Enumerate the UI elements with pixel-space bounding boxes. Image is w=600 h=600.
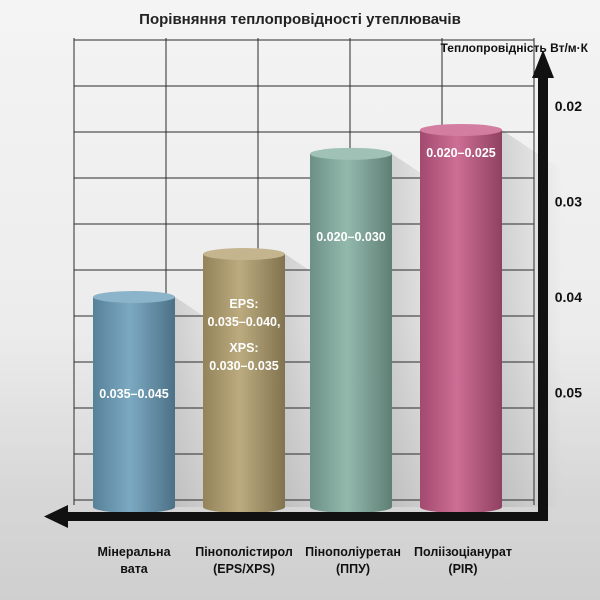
svg-text:(EPS/XPS): (EPS/XPS) <box>213 562 275 576</box>
x-category-label: Пінополістирол (EPS/XPS) <box>195 545 293 576</box>
bar-value-label: EPS: 0.035–0.040, XPS: 0.030–0.035 <box>208 297 281 373</box>
y-tick-label: 0.03 <box>555 194 582 210</box>
svg-text:0.035–0.045: 0.035–0.045 <box>99 387 169 401</box>
svg-text:0.030–0.035: 0.030–0.035 <box>209 359 279 373</box>
x-category-label: Мінеральна вата <box>97 545 171 576</box>
svg-text:(ППУ): (ППУ) <box>336 562 370 576</box>
y-tick-label: 0.02 <box>555 98 582 114</box>
y-tick-label: 0.04 <box>555 289 582 305</box>
svg-text:Мінеральна: Мінеральна <box>97 545 171 559</box>
x-category-label: Пінополіуретан (ППУ) <box>305 545 401 576</box>
chart-title: Порівняння теплопровідності утеплювачів <box>139 11 461 28</box>
svg-text:вата: вата <box>120 562 149 576</box>
svg-text:Пінополістирол: Пінополістирол <box>195 545 293 559</box>
svg-text:EPS:: EPS: <box>229 297 258 311</box>
svg-text:0.020–0.025: 0.020–0.025 <box>426 146 496 160</box>
svg-text:0.035–0.040,: 0.035–0.040, <box>208 315 281 329</box>
y-axis-arrow <box>532 50 554 517</box>
x-category-label: Поліізоціанурат (PIR) <box>414 545 512 576</box>
svg-text:Поліізоціанурат: Поліізоціанурат <box>414 545 512 559</box>
x-axis-arrow <box>44 505 548 528</box>
bar <box>420 123 502 514</box>
y-tick-label: 0.05 <box>555 384 582 400</box>
bar <box>93 291 175 513</box>
svg-text:(PIR): (PIR) <box>448 562 477 576</box>
bar <box>203 248 285 513</box>
bar-value-label: 0.035–0.045 <box>99 387 169 401</box>
svg-text:Пінополіуретан: Пінополіуретан <box>305 545 401 559</box>
bar-value-label: 0.020–0.025 <box>426 146 496 160</box>
y-axis-label: Теплопровідність Вт/м·К <box>441 41 589 55</box>
svg-text:0.020–0.030: 0.020–0.030 <box>316 230 386 244</box>
bar-value-label: 0.020–0.030 <box>316 230 386 244</box>
bar <box>310 147 392 513</box>
svg-text:XPS:: XPS: <box>229 341 258 355</box>
